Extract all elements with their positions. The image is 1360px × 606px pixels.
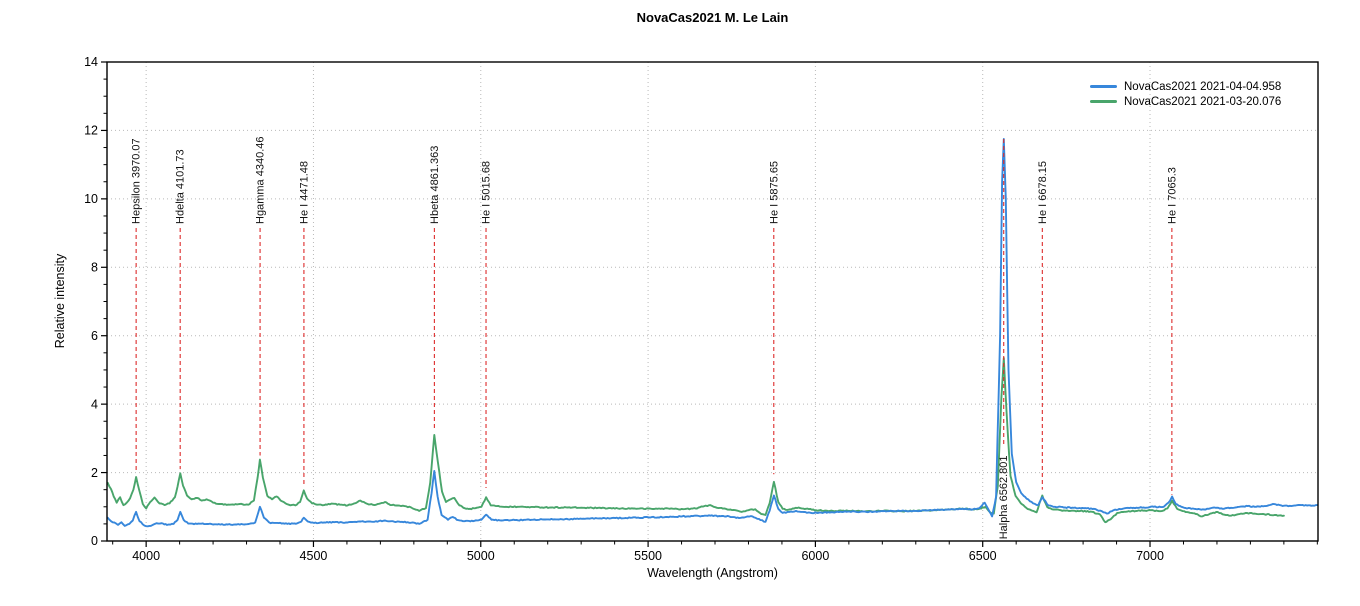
- x-tick-label: 5500: [634, 549, 662, 563]
- plot-border: [106, 61, 1319, 542]
- legend-item-apr: NovaCas2021 2021-04-04.958: [1090, 79, 1281, 94]
- legend-line-swatch-blue: [1090, 85, 1117, 88]
- spectral-line-label: Hepsilon 3970.07: [131, 138, 143, 224]
- gridlines: [107, 62, 1318, 541]
- y-tick-label: 14: [84, 55, 98, 69]
- spectral-line-label: He I 6678.15: [1037, 161, 1049, 224]
- legend-label: NovaCas2021 2021-04-04.958: [1124, 80, 1282, 93]
- spectral-line-label: Hbeta 4861.363: [429, 146, 441, 224]
- x-tick-label: 4000: [132, 549, 160, 563]
- spectral-line-label: He I 5015.68: [481, 161, 493, 224]
- spectral-line-label: Hdelta 4101.73: [175, 149, 187, 224]
- x-tick-label: 7000: [1136, 549, 1164, 563]
- chart-title: NovaCas2021 M. Le Lain: [636, 10, 789, 25]
- data-traces: [107, 138, 1318, 528]
- x-tick-label: 6500: [969, 549, 997, 563]
- spectral-line-label: He I 5875.65: [768, 161, 780, 224]
- spectrum-trace: [107, 357, 1285, 524]
- legend-label: NovaCas2021 2021-03-20.076: [1124, 95, 1282, 108]
- legend: NovaCas2021 2021-04-04.958 NovaCas2021 2…: [1090, 79, 1281, 109]
- x-tick-label: 6000: [801, 549, 829, 563]
- legend-item-mar: NovaCas2021 2021-03-20.076: [1090, 94, 1281, 109]
- spectrum-trace: [107, 138, 1318, 528]
- spectral-line-label: Halpha 6562.801: [998, 455, 1010, 539]
- x-tick-label: 4500: [300, 549, 328, 563]
- y-tick-label: 0: [91, 534, 98, 548]
- y-tick-label: 8: [91, 260, 98, 274]
- spectral-line-label: He I 7065.3: [1166, 167, 1178, 224]
- x-tick-label: 5000: [467, 549, 495, 563]
- legend-line-swatch-green: [1090, 100, 1117, 103]
- spectral-line-markers: Hepsilon 3970.07 Hdelta 4101.73 Hgamma 434…: [131, 136, 1179, 539]
- y-tick-label: 12: [84, 124, 98, 138]
- spectral-line-label: Hgamma 4340.46: [255, 136, 267, 223]
- spectral-line-label: He I 4471.48: [298, 161, 310, 224]
- y-tick-label: 2: [91, 466, 98, 480]
- y-tick-label: 6: [91, 329, 98, 343]
- y-tick-label: 10: [84, 192, 98, 206]
- axes: 4000 4500 5000 5500 6000 6500 7000 0 2 4 6 8 10 12 14: [84, 55, 1318, 563]
- y-tick-label: 4: [91, 397, 98, 411]
- x-axis-label: Wavelength (Angstrom): [647, 566, 778, 580]
- y-axis-label: Relative intensity: [53, 253, 67, 349]
